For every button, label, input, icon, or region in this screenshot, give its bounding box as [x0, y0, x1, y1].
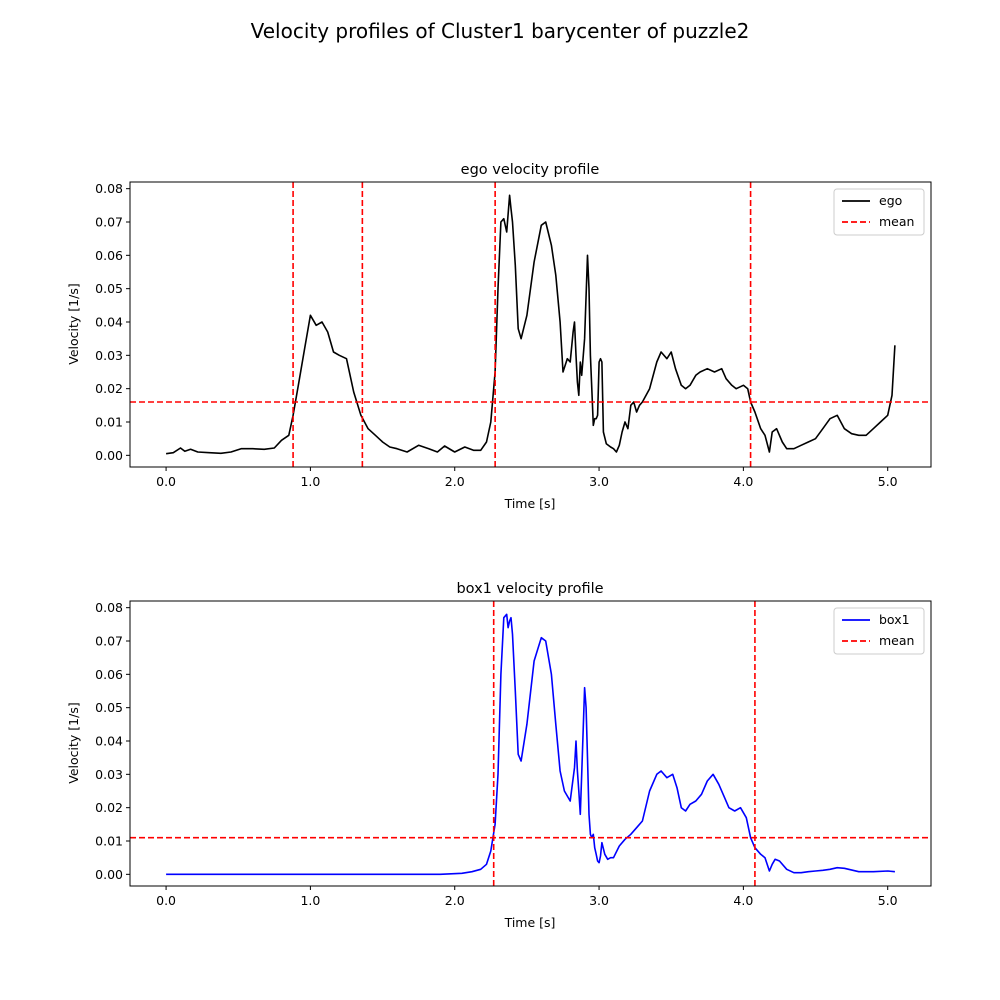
box1-velocity-axes: box1 velocity profile 0.0 1.0 2.0 3.0 4.0 5.0…	[66, 581, 932, 930]
ego-y-tick-label: 0.01	[95, 415, 123, 430]
ego-y-tick-label: 0.06	[95, 248, 123, 263]
ego-y-tick-label: 0.05	[95, 281, 123, 296]
box1-y-tick-label: 0.02	[95, 800, 123, 815]
box1-x-tick-label: 0.0	[156, 893, 176, 908]
box1-tick-layer: 0.0 1.0 2.0 3.0 4.0 5.0 0.00 0.01 0.02 0.03 0.04 0.…	[95, 600, 898, 908]
box1-y-tick-label: 0.05	[95, 700, 123, 715]
ego-velocity-line	[165, 194, 896, 455]
box1-y-tick-label: 0.08	[95, 600, 123, 615]
box1-y-tick-label: 0.04	[95, 734, 123, 749]
ego-y-tick-label: 0.07	[95, 215, 123, 230]
box1-x-tick-label: 3.0	[589, 893, 609, 908]
box1-y-tick-label: 0.07	[95, 634, 123, 649]
ego-x-tick-label: 1.0	[300, 474, 320, 489]
ego-x-tick-label: 0.0	[156, 474, 176, 489]
ego-y-tick-label: 0.02	[95, 381, 123, 396]
box1-legend-mean-label: mean	[879, 633, 914, 648]
ego-y-tick-label: 0.03	[95, 348, 123, 363]
box1-plot-area	[130, 601, 931, 886]
box1-y-tick-label: 0.01	[95, 834, 123, 849]
ego-tick-layer: 0.0 1.0 2.0 3.0 4.0 5.0 0.00 0.01 0.02 0.03 0.04 0.…	[95, 181, 898, 489]
box1-y-axis-label: Velocity [1/s]	[66, 702, 81, 783]
ego-legend-series-label: ego	[879, 193, 902, 208]
box1-y-tick-label: 0.03	[95, 767, 123, 782]
ego-plot-area	[130, 182, 931, 467]
box1-x-tick-label: 5.0	[878, 893, 898, 908]
ego-y-axis-label: Velocity [1/s]	[66, 283, 81, 364]
ego-axes-frame	[129, 181, 932, 468]
ego-x-axis-label: Time [s]	[504, 496, 556, 511]
ego-x-tick-label: 5.0	[878, 474, 898, 489]
ego-y-tick-label: 0.00	[95, 448, 123, 463]
figure-title: Velocity profiles of Cluster1 barycenter…	[251, 19, 750, 43]
ego-axes-title: ego velocity profile	[461, 162, 600, 178]
box1-x-tick-label: 1.0	[300, 893, 320, 908]
box1-y-tick-label: 0.00	[95, 867, 123, 882]
ego-x-tick-label: 4.0	[733, 474, 753, 489]
box1-axes-frame	[129, 600, 932, 887]
ego-legend-mean-label: mean	[879, 214, 914, 229]
ego-x-tick-label: 2.0	[445, 474, 465, 489]
box1-x-tick-label: 4.0	[733, 893, 753, 908]
box1-velocity-line	[166, 613, 895, 876]
box1-x-tick-label: 2.0	[445, 893, 465, 908]
box1-axes-title: box1 velocity profile	[456, 581, 603, 597]
box1-y-tick-label: 0.06	[95, 667, 123, 682]
box1-x-axis-label: Time [s]	[504, 915, 556, 930]
ego-x-tick-label: 3.0	[589, 474, 609, 489]
ego-legend: ego mean	[833, 188, 925, 236]
ego-velocity-axes: ego velocity profile 0.0 1.0 2.0 3.0 4.0 5.00…	[66, 162, 932, 511]
box1-legend-series-label: box1	[879, 612, 910, 627]
ego-y-tick-label: 0.08	[95, 181, 123, 196]
box1-legend: box1 mean	[833, 607, 925, 655]
ego-y-tick-label: 0.04	[95, 315, 123, 330]
